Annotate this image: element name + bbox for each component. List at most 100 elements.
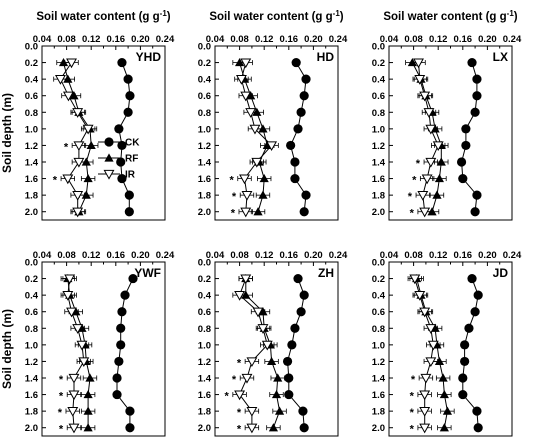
chart-panels: 0.04 0.08 0.12 0.16 0.20 0.24 0.0 0.2 0.4 0.6 0.8 1… <box>25 34 522 437</box>
y-tick-label: 1.6 <box>198 390 211 401</box>
legend-marker-rf <box>104 153 114 162</box>
series-line-rf <box>63 62 92 212</box>
y-tick-label: 0.2 <box>198 274 211 285</box>
y-tick-label: 0.6 <box>372 307 385 318</box>
y-tick-label: 1.6 <box>198 174 211 185</box>
point-ir <box>419 307 431 318</box>
panel-ywf: 0.04 0.08 0.12 0.16 0.20 0.24 0.0 0.2 0.4 0.6 0.8 1… <box>25 250 175 437</box>
x-tick-label: 0.16 <box>107 34 126 45</box>
point-ir <box>66 58 77 69</box>
y-tick-label: 2.0 <box>25 207 38 218</box>
significance-star: * <box>416 158 421 170</box>
site-label: JD <box>493 266 509 280</box>
significance-star: * <box>410 424 415 436</box>
significance-star: * <box>237 424 242 436</box>
series-line-ir <box>239 278 268 428</box>
legend-marker-ir <box>103 169 115 180</box>
x-tick-label: 0.12 <box>255 250 274 261</box>
legend-label: CK <box>125 138 140 149</box>
significance-star: * <box>231 208 236 220</box>
point-ck <box>472 190 482 200</box>
significance-star: * <box>53 175 58 187</box>
point-rf <box>85 373 95 382</box>
point-ir <box>76 340 88 351</box>
y-tick-label: 1.6 <box>372 174 385 185</box>
significance-star: * <box>410 208 415 220</box>
significance-star: * <box>59 424 64 436</box>
y-tick-label: 0.8 <box>372 108 385 119</box>
point-ir <box>68 390 80 401</box>
point-ir <box>246 357 258 368</box>
point-ck <box>284 389 294 400</box>
legend-label: IR <box>125 170 136 181</box>
y-tick-label: 0.0 <box>198 42 211 53</box>
point-ck <box>461 124 471 134</box>
y-tick-label: 0.8 <box>198 108 211 119</box>
point-ck <box>123 74 133 84</box>
x-tick-label: 0.04 <box>33 250 52 261</box>
point-ir <box>419 207 431 218</box>
point-ck <box>291 57 301 68</box>
x-tick-label: 0.08 <box>57 250 76 261</box>
point-rf <box>259 173 269 183</box>
x-tick-label: 0.16 <box>280 34 299 45</box>
series-line-ck <box>462 278 479 428</box>
point-ck <box>293 273 303 284</box>
panel-zh: 0.04 0.08 0.12 0.16 0.20 0.24 0.0 0.2 0.4 0.6 0.8 1… <box>198 250 348 437</box>
y-tick-label: 1.2 <box>198 357 211 368</box>
point-ck <box>114 356 124 367</box>
x-tick-label: 0.08 <box>404 250 423 261</box>
point-ir <box>425 157 437 168</box>
point-ck <box>116 340 126 350</box>
point-ck <box>293 124 303 134</box>
point-ir <box>241 373 253 384</box>
y-tick-label: 0.4 <box>372 75 386 86</box>
point-ck <box>470 307 480 317</box>
significance-star: * <box>229 175 234 187</box>
series-line-ck <box>287 278 305 428</box>
point-rf <box>438 373 448 382</box>
point-ck <box>116 323 126 333</box>
point-ir <box>72 207 84 218</box>
series-line-ir <box>67 278 85 428</box>
y-tick-label: 1.0 <box>25 124 38 135</box>
significance-star: * <box>232 191 237 203</box>
panel-jd: 0.04 0.08 0.12 0.16 0.20 0.24 0.0 0.2 0.4 0.6 0.8 1… <box>372 250 522 437</box>
x-tick-label: 0.04 <box>380 250 399 261</box>
point-ir <box>67 407 79 417</box>
point-ck <box>112 389 122 400</box>
y-tick-label: 0.2 <box>372 58 385 69</box>
point-ir <box>62 91 74 102</box>
x-tick-label: 0.24 <box>156 34 175 45</box>
series-line-ck <box>290 62 307 212</box>
y-tick-label: 1.4 <box>25 374 39 385</box>
x-tick-label: 0.24 <box>329 250 348 261</box>
series-line-ir <box>418 62 439 212</box>
significance-star: * <box>408 191 413 203</box>
significance-star: * <box>411 374 416 386</box>
point-ck <box>117 307 127 317</box>
significance-star: * <box>410 407 415 419</box>
point-rf <box>434 173 445 183</box>
point-ir <box>425 324 437 334</box>
significance-star: * <box>225 391 230 403</box>
point-ck <box>125 406 135 416</box>
point-rf <box>63 74 73 83</box>
point-ck <box>112 373 122 383</box>
x-tick-label: 0.04 <box>206 250 225 261</box>
y-tick-label: 1.6 <box>372 390 385 401</box>
x-tick-label: 0.24 <box>156 250 175 261</box>
point-ck <box>123 107 133 117</box>
point-ck <box>458 373 468 383</box>
point-ck <box>117 173 127 184</box>
point-rf <box>439 423 449 432</box>
x-axis-title-1: Soil water content (g g-1) <box>36 9 170 23</box>
y-tick-label: 1.2 <box>25 141 38 152</box>
y-tick-label: 1.0 <box>198 124 211 135</box>
x-tick-label: 0.20 <box>304 34 323 45</box>
point-rf <box>266 356 277 366</box>
point-rf <box>69 91 79 100</box>
plot-frame <box>388 261 513 437</box>
point-rf <box>258 190 268 199</box>
